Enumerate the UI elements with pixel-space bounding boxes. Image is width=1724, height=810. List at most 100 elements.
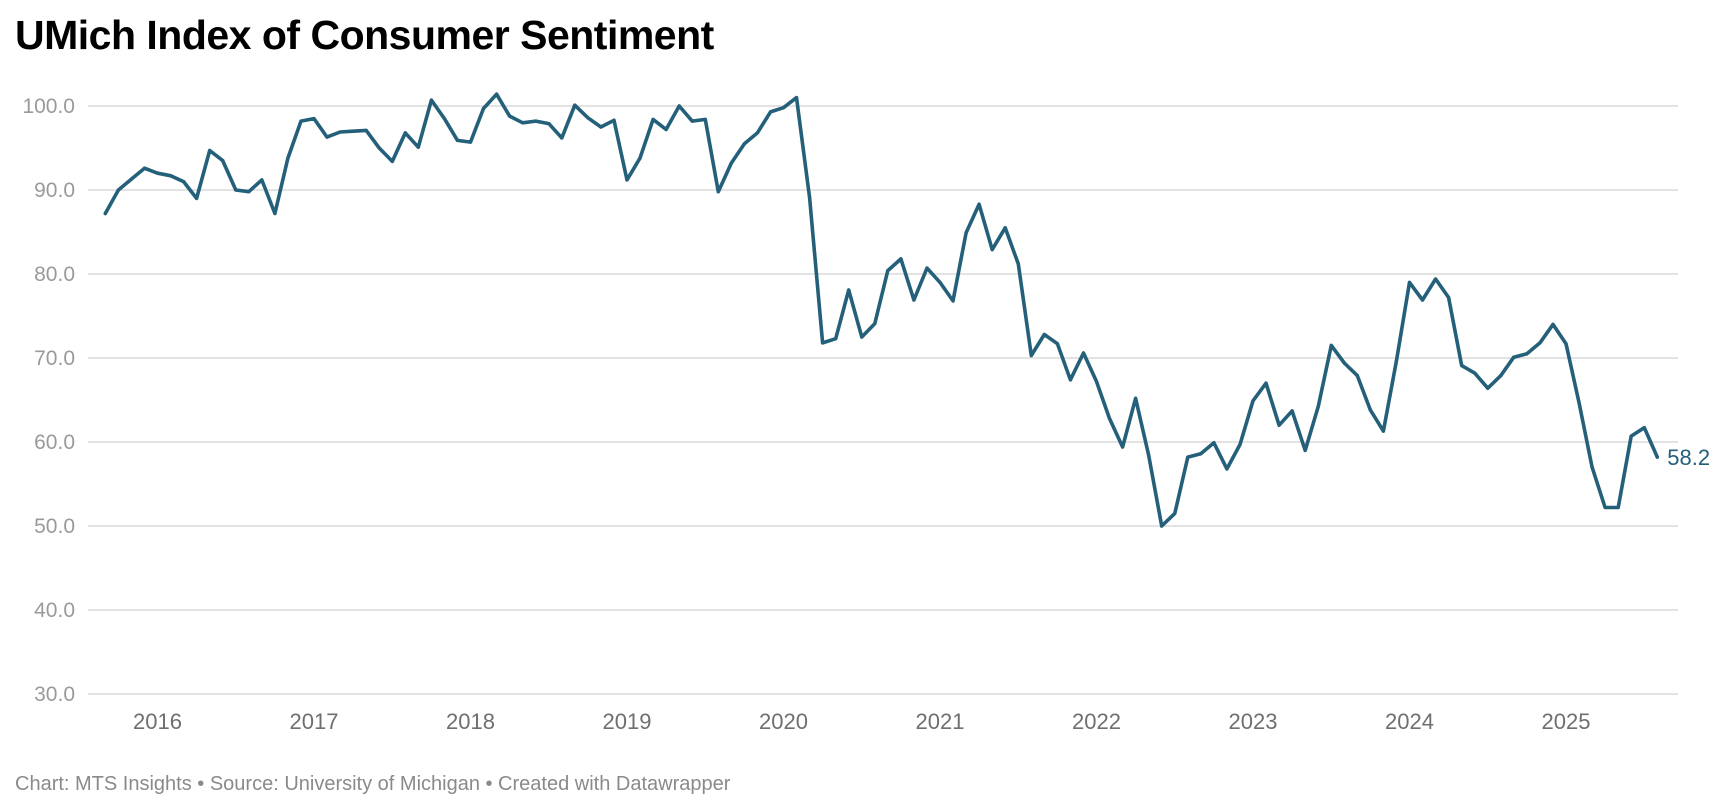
y-tick-label: 90.0: [34, 179, 75, 202]
data-point: [338, 130, 342, 134]
x-tick-label: 2022: [1072, 709, 1121, 734]
data-point: [664, 127, 668, 132]
data-point: [1160, 524, 1164, 528]
data-point: [1134, 396, 1138, 400]
x-tick-label: 2016: [133, 709, 182, 734]
data-point: [573, 103, 577, 107]
data-point: [260, 178, 264, 182]
data-point: [116, 188, 120, 192]
data-point: [1407, 280, 1412, 284]
data-point: [1447, 295, 1451, 300]
data-point: [299, 119, 303, 123]
data-point: [1329, 343, 1333, 347]
data-point: [1107, 416, 1112, 421]
data-point: [1081, 351, 1086, 355]
data-point: [1042, 332, 1046, 337]
data-point: [1003, 226, 1007, 230]
data-point: [468, 140, 473, 144]
end-value-label: 58.2: [1667, 445, 1710, 470]
data-point: [1486, 386, 1490, 390]
data-point: [560, 136, 564, 140]
y-axis: 100.0 90.0 80.0 70.0 60.0 50.0 40.0 30.0: [22, 95, 75, 706]
data-point: [142, 166, 147, 170]
data-point: [1186, 455, 1190, 459]
data-point: [1473, 371, 1477, 375]
data-point: [221, 159, 225, 163]
data-point: [1055, 342, 1059, 346]
data-point: [794, 96, 799, 100]
data-point: [1173, 511, 1177, 515]
data-point: [1381, 429, 1386, 433]
data-point: [951, 299, 955, 303]
data-point: [494, 92, 499, 96]
x-tick-label: 2017: [290, 709, 339, 734]
data-point: [1394, 358, 1399, 363]
data-point: [1225, 467, 1229, 471]
data-point: [534, 119, 538, 123]
data-point: [129, 177, 134, 181]
data-point: [416, 145, 420, 149]
data-point: [677, 104, 681, 108]
x-tick-label: 2019: [603, 709, 652, 734]
data-point: [1616, 505, 1620, 510]
data-point: [1199, 452, 1203, 456]
data-point: [1277, 423, 1281, 427]
chart-title: UMich Index of Consumer Sentiment: [15, 12, 714, 58]
data-point: [1290, 409, 1294, 413]
data-point: [860, 335, 864, 339]
data-point: [1303, 448, 1307, 452]
data-point: [521, 121, 525, 125]
data-point: [781, 106, 786, 110]
data-point: [1642, 426, 1646, 430]
data-point: [312, 117, 316, 121]
data-point: [716, 190, 720, 194]
data-point: [1525, 352, 1529, 356]
data-point: [481, 106, 486, 111]
x-tick-label: 2020: [759, 709, 808, 734]
data-point: [821, 341, 825, 345]
data-point: [195, 196, 199, 200]
data-point: [103, 211, 107, 216]
chart-footer: Chart: MTS Insights • Source: University…: [15, 773, 731, 795]
y-tick-label: 60.0: [34, 431, 75, 454]
x-tick-label: 2018: [446, 709, 495, 734]
y-tick-label: 40.0: [34, 599, 75, 622]
data-point: [1420, 298, 1425, 302]
data-point: [1368, 408, 1372, 412]
x-axis: 2016 2017 2018 2019 2020 2021 2022 2023 2024 2025: [133, 709, 1590, 734]
data-point: [599, 125, 603, 129]
data-point: [729, 161, 733, 165]
data-point: [912, 298, 916, 302]
data-point: [168, 174, 173, 178]
data-point: [1603, 505, 1607, 510]
data-point: [286, 156, 290, 160]
x-tick-label: 2025: [1542, 709, 1591, 734]
data-point: [1342, 361, 1346, 365]
data-point: [1460, 363, 1464, 368]
data-point: [1590, 465, 1594, 469]
series-layer: 58.2: [103, 92, 1710, 528]
data-point: [612, 118, 616, 122]
data-point: [234, 188, 238, 192]
data-point: [1094, 379, 1099, 384]
data-point: [429, 98, 433, 102]
data-point: [586, 116, 590, 120]
data-point: [1264, 381, 1268, 385]
data-point: [938, 280, 942, 284]
y-tick-label: 50.0: [34, 515, 75, 538]
data-point: [1629, 434, 1633, 438]
data-point: [181, 180, 186, 184]
data-point: [1316, 405, 1320, 409]
data-point: [273, 211, 277, 216]
x-tick-label: 2024: [1385, 709, 1434, 734]
data-point: [1655, 455, 1659, 459]
data-point: [886, 269, 890, 273]
data-point: [807, 195, 812, 200]
data-point: [964, 231, 968, 235]
data-point: [1251, 399, 1255, 403]
data-point: [847, 288, 851, 292]
data-point: [703, 117, 707, 122]
data-point: [364, 128, 368, 132]
data-point: [547, 122, 551, 126]
data-point: [990, 248, 994, 252]
